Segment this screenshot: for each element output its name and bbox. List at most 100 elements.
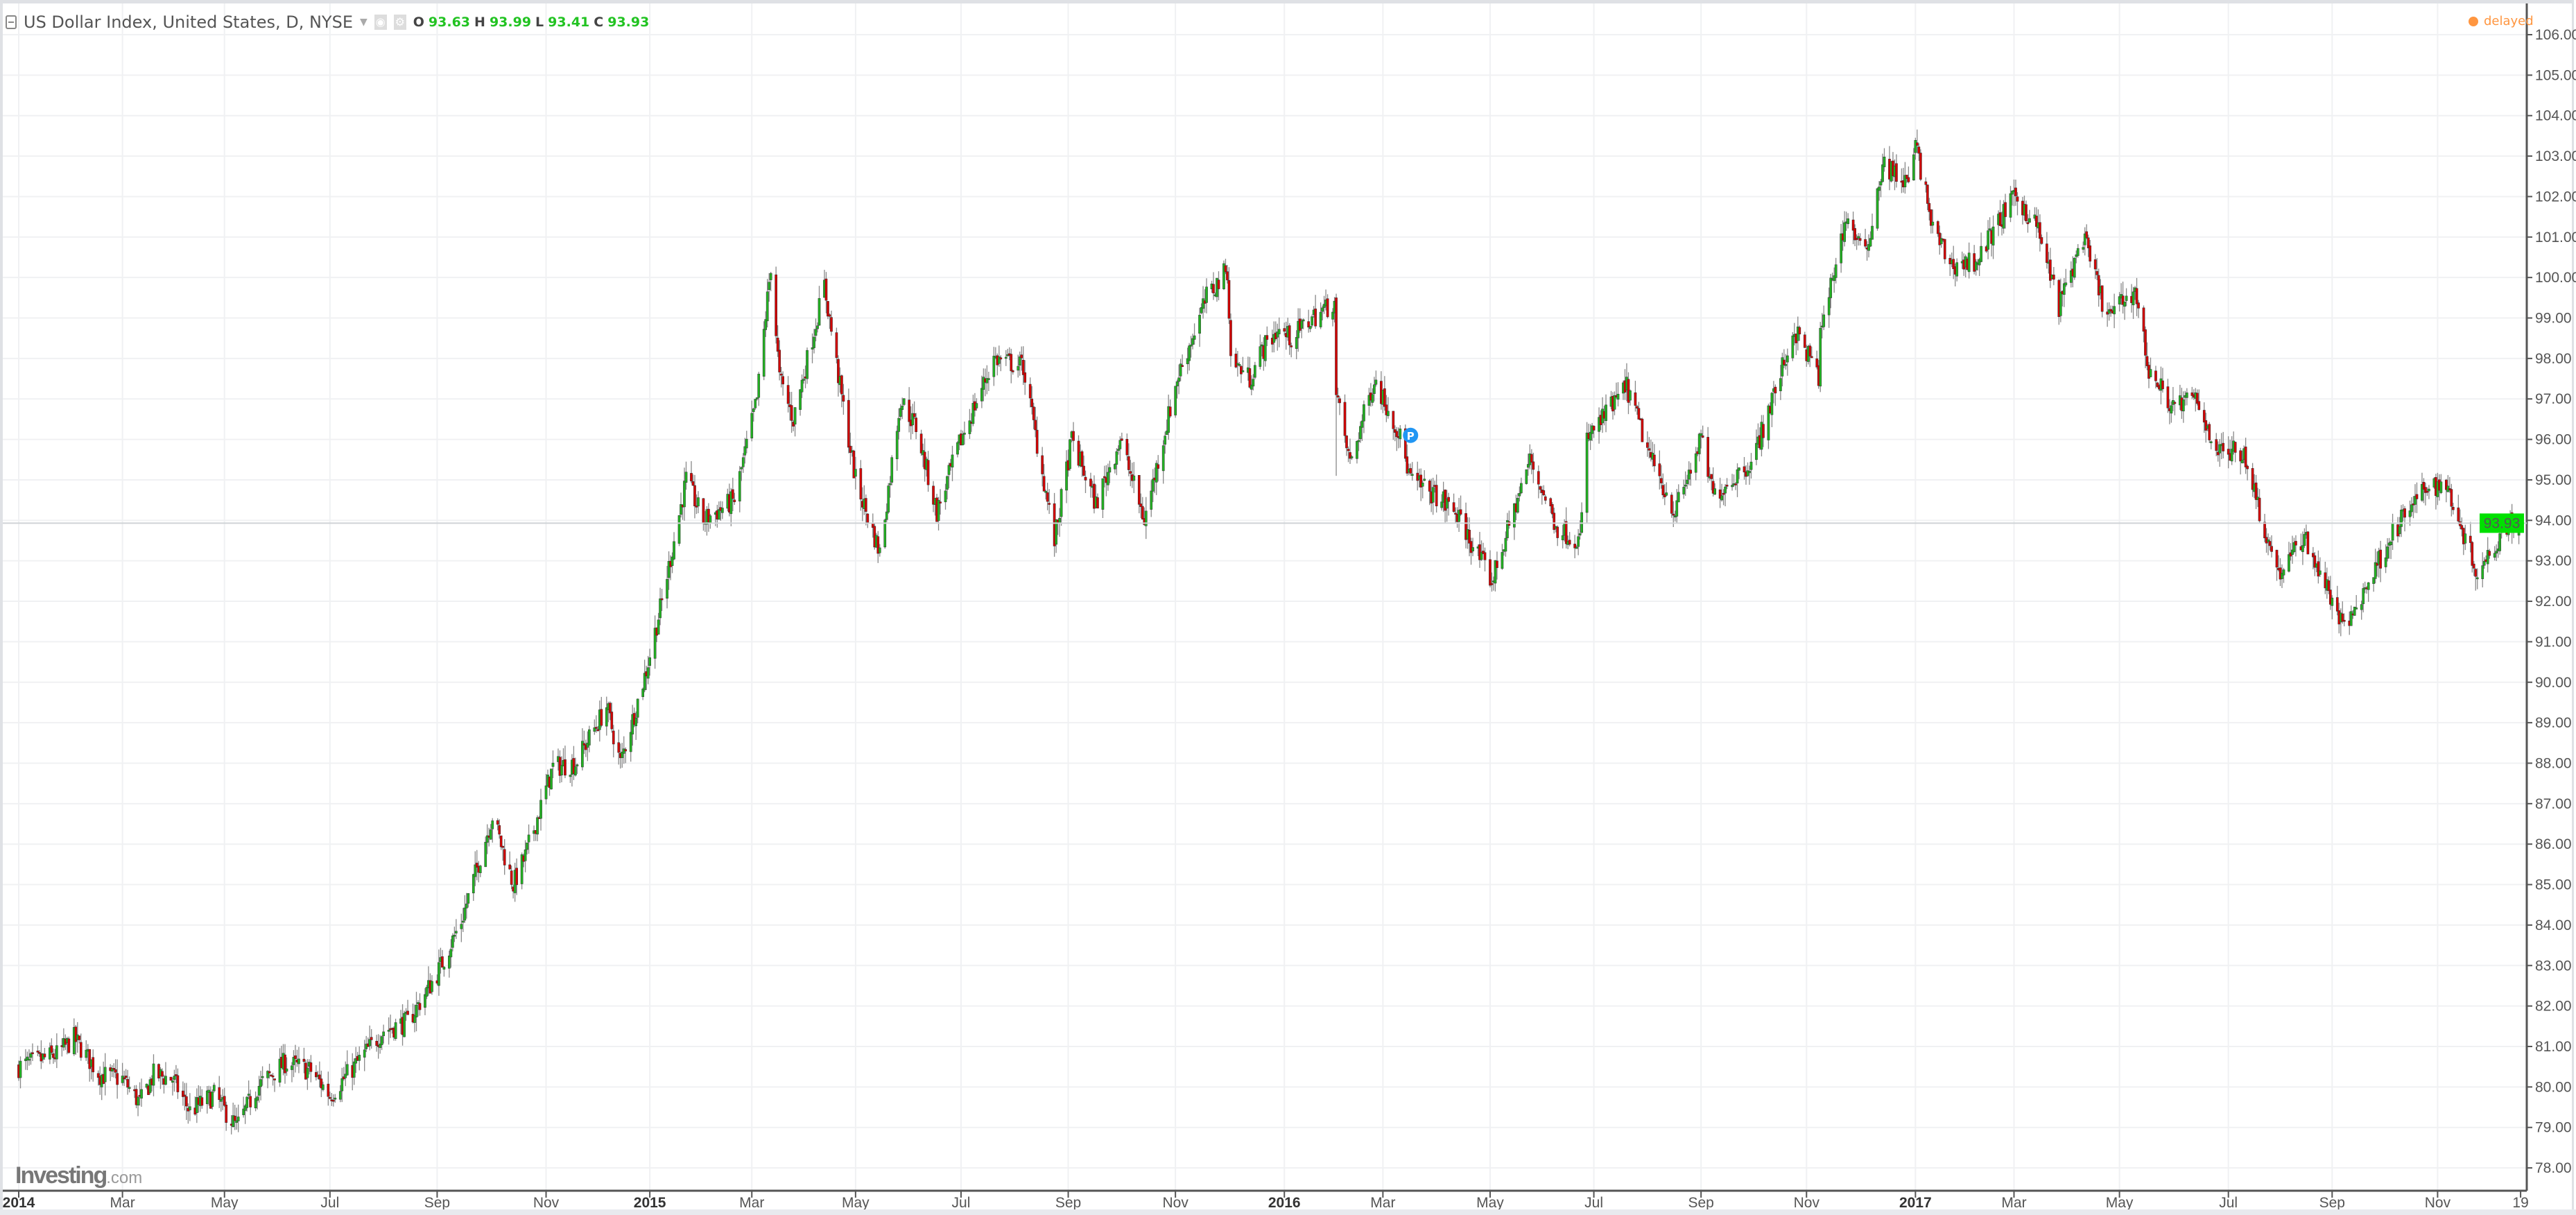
candle-body (1711, 481, 1715, 494)
candle-body (103, 1067, 107, 1083)
candle-body (1978, 259, 1981, 266)
candle-body (890, 457, 894, 483)
x-tick-label: Nov (1794, 1195, 1820, 1211)
delayed-status: delayed (2469, 14, 2534, 28)
y-tick-label: 84.00 (2535, 917, 2572, 933)
candle-body (1132, 475, 1136, 481)
candle-body (2086, 237, 2090, 248)
candle-body (2472, 563, 2475, 569)
candle-body (1229, 320, 1232, 356)
candle-body (1931, 221, 1935, 226)
candle-body (840, 375, 843, 395)
candle-body (1881, 164, 1884, 182)
candle-body (1161, 445, 1165, 472)
candle-body (1431, 487, 1435, 503)
candle-body (1939, 238, 1943, 244)
candle-body (937, 499, 940, 522)
candle-body (2208, 424, 2211, 440)
candle-body (733, 499, 736, 502)
candle-body (1347, 449, 1350, 451)
candle-body (2062, 283, 2066, 295)
event-marker-icon[interactable] (1403, 427, 1419, 443)
x-tick-label: Nov (1162, 1195, 1188, 1211)
candle-body (1392, 411, 1395, 429)
candle-body (285, 1068, 288, 1072)
candle-body (1530, 454, 1533, 463)
candle-body (489, 829, 492, 840)
candle-body (550, 768, 553, 790)
candle-body (2313, 555, 2317, 568)
candle-body (2493, 553, 2496, 558)
candle-body (790, 405, 793, 421)
candle-body (1525, 469, 1528, 484)
candle-body (2118, 296, 2121, 304)
candle-body (1157, 464, 1160, 469)
symbol-title[interactable]: US Dollar Index, United States, D, NYSE (24, 12, 353, 32)
candle-body (902, 398, 906, 405)
candle-body (1943, 239, 1946, 259)
candle-body (574, 766, 577, 776)
candle-body (1564, 521, 1568, 544)
candle-body (309, 1062, 313, 1072)
candle-body (666, 579, 668, 599)
candle-body (1385, 404, 1388, 415)
candle-body (1212, 284, 1215, 293)
candle-body (2149, 369, 2152, 377)
candle-body (520, 854, 524, 884)
y-tick-label: 80.00 (2535, 1079, 2572, 1095)
candle-body (2004, 202, 2007, 217)
candle-body (1905, 175, 1908, 179)
candle-body (465, 904, 468, 908)
candle-body (2498, 533, 2502, 551)
candle-body (1445, 498, 1449, 509)
candle-body (1188, 345, 1191, 361)
candle-body (1532, 461, 1535, 470)
candle-body (1198, 315, 1201, 334)
candle-body (38, 1052, 41, 1054)
candle-body (1684, 484, 1687, 487)
candle-body (1829, 277, 1833, 298)
candle-body (2471, 542, 2474, 566)
candle-body (824, 278, 828, 301)
eye-icon[interactable]: ◉ (374, 15, 387, 30)
candle-body (2331, 597, 2334, 606)
candle-body (1736, 469, 1739, 483)
candle-body (2464, 533, 2467, 544)
candle-body (328, 1097, 331, 1099)
candle-body (842, 395, 845, 402)
candle-body (691, 481, 695, 486)
x-tick-label: May (1476, 1195, 1504, 1211)
candle-body (2052, 275, 2055, 280)
candle-body (2014, 187, 2017, 196)
x-tick-label: Jul (320, 1195, 339, 1211)
candle-body (268, 1071, 271, 1074)
candle-body (1193, 335, 1196, 340)
candle-body (802, 379, 805, 381)
candle-body (2474, 569, 2478, 577)
candle-body (745, 438, 748, 449)
candle-body (441, 956, 444, 968)
candle-body (271, 1075, 275, 1078)
candle-body (1314, 309, 1317, 327)
candle-body (646, 667, 650, 679)
candle-body (2414, 496, 2417, 505)
gear-icon[interactable]: ⚙ (393, 15, 406, 30)
candle-body (1263, 335, 1267, 361)
dropdown-caret-icon[interactable]: ▼ (359, 17, 368, 28)
candle-body (1575, 546, 1578, 549)
candle-body (1876, 188, 1879, 229)
candle-body (852, 450, 856, 479)
candle-body (1055, 519, 1057, 545)
candle-body (999, 357, 1003, 360)
candle-body (1277, 329, 1281, 334)
candle-body (368, 1039, 372, 1046)
candle-body (849, 445, 852, 454)
candle-body (29, 1053, 33, 1058)
candle-body (524, 850, 527, 861)
candle-body (352, 1061, 356, 1078)
candle-body (418, 1003, 422, 1010)
candle-body (1857, 236, 1860, 239)
collapse-icon[interactable] (6, 15, 17, 29)
candle-body (242, 1108, 245, 1115)
